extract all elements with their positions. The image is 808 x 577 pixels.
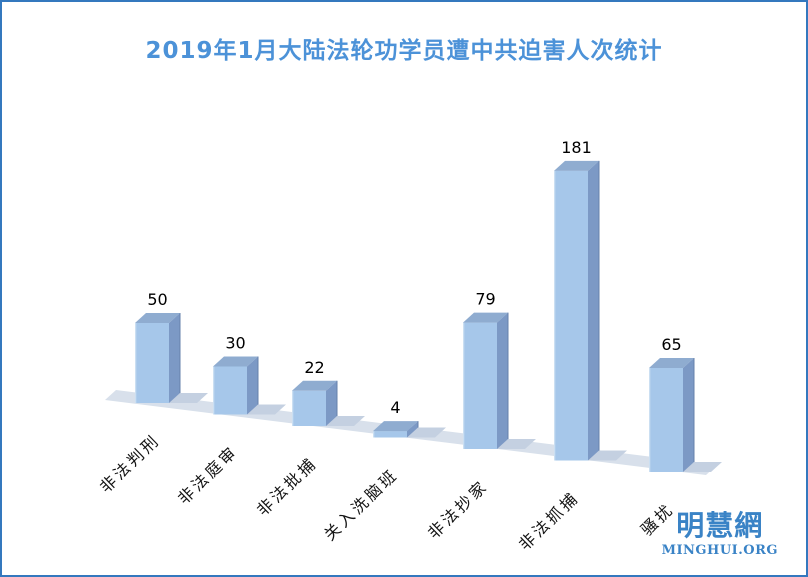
bar-top-face [373, 421, 418, 432]
bar-top-face [213, 356, 258, 367]
chart-title: 2019年1月大陆法轮功学员遭中共迫害人次统计 [145, 38, 663, 64]
bar-top-face [292, 380, 337, 391]
value-label: 4 [390, 398, 400, 417]
category-label: 非法抓捕 [515, 488, 583, 554]
bar-left-edge [292, 390, 294, 426]
category-label: 非法批捕 [253, 453, 321, 519]
category-label: 关入洗脑班 [320, 465, 402, 545]
value-label: 181 [561, 138, 592, 157]
bar-front-face [463, 322, 497, 449]
value-label: 50 [147, 290, 167, 309]
bar-side-face [247, 356, 258, 415]
bar-left-edge [213, 366, 215, 415]
bar-front-face [554, 170, 588, 461]
bar-left-edge [649, 368, 651, 472]
bar-front-face [213, 366, 247, 415]
bar-side-face [497, 312, 508, 449]
bar-left-edge [554, 170, 556, 461]
bar-top-face [649, 358, 694, 368]
watermark-latin-text: MINGHUI.ORG [661, 543, 778, 558]
value-label: 22 [304, 358, 324, 377]
category-label: 非法抄家 [424, 476, 492, 542]
bar-side-face [169, 313, 180, 403]
bar-side-face [407, 421, 418, 438]
category-label: 非法庭审 [174, 442, 242, 508]
watermark-cjk-text: 明慧網 [676, 509, 764, 542]
bar-front-face [649, 368, 683, 472]
category-label: 非法判刑 [96, 430, 164, 496]
bar-left-edge [135, 323, 137, 403]
value-label: 30 [225, 334, 245, 353]
bar-side-face [588, 160, 599, 461]
bar-side-face [683, 358, 694, 472]
bar-left-edge [373, 431, 375, 438]
bar-side-face [326, 380, 337, 426]
bar-left-edge [463, 322, 465, 449]
bar-front-face [373, 431, 407, 438]
bar-top-face [554, 160, 599, 171]
bar-top-face [135, 313, 180, 323]
bar-top-face [463, 312, 508, 323]
bar-front-face [135, 323, 169, 403]
watermark: 明慧網 MINGHUI.ORG [661, 509, 778, 559]
bar-front-face [292, 390, 326, 426]
value-label: 65 [661, 335, 681, 354]
value-label: 79 [475, 290, 495, 309]
